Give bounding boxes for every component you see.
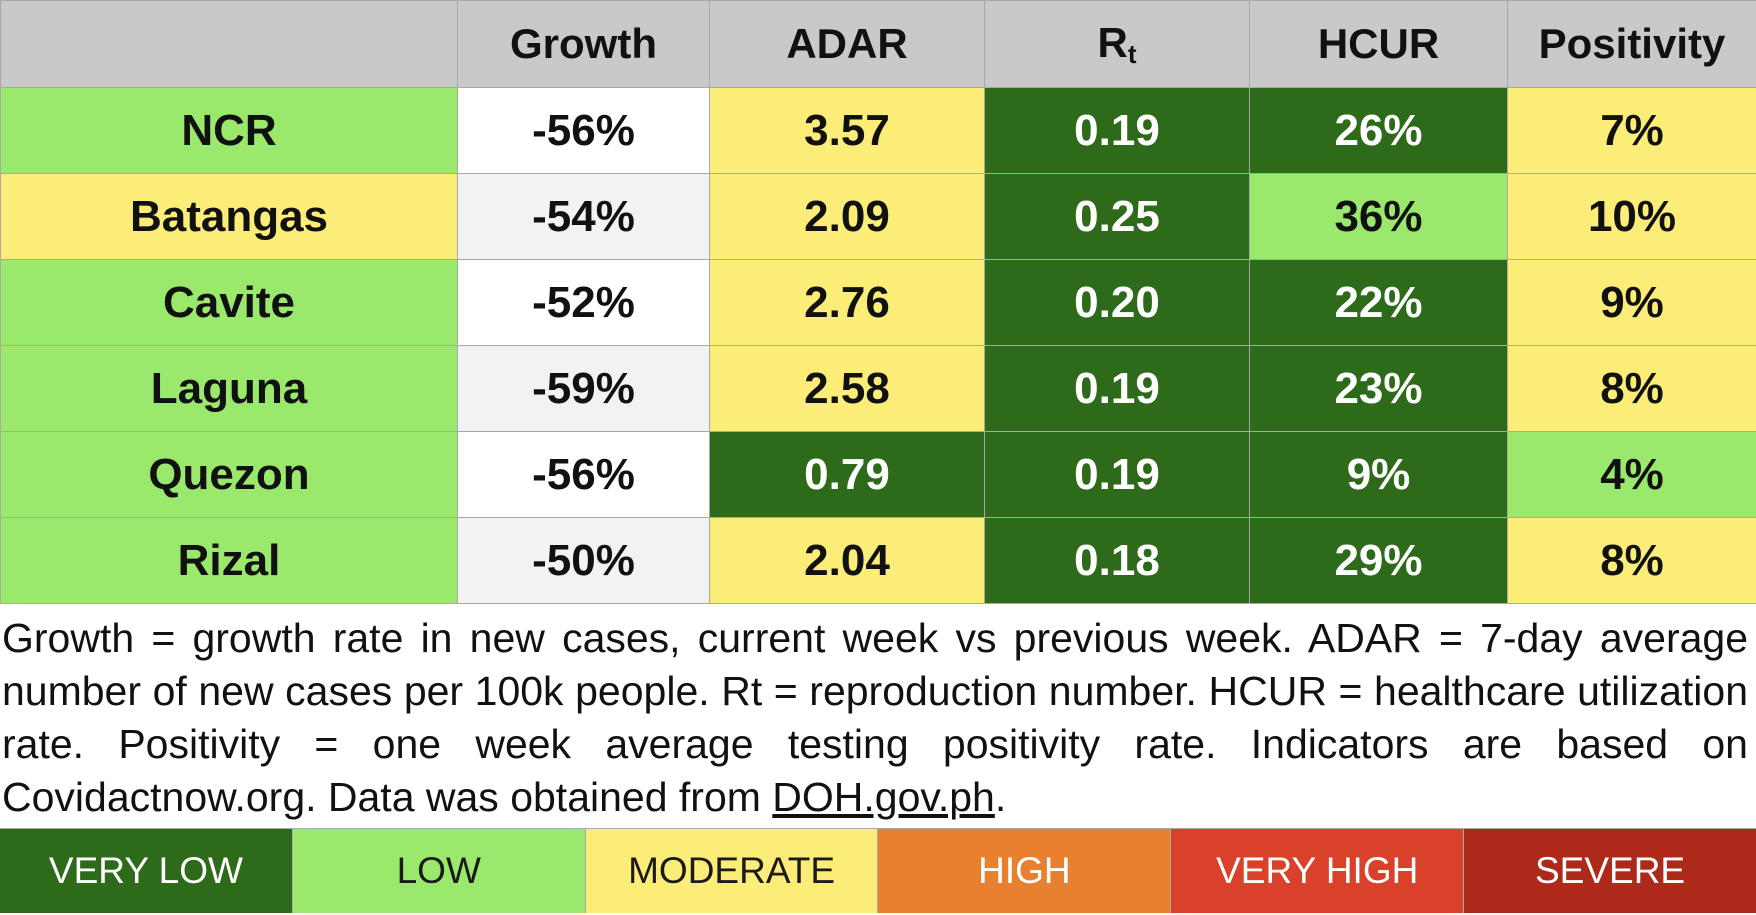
cell-growth: -52% bbox=[457, 259, 710, 346]
header-adar: ADAR bbox=[709, 0, 985, 88]
cell-hcur: 36% bbox=[1249, 173, 1508, 260]
cell-adar: 2.76 bbox=[709, 259, 985, 346]
cell-adar: 3.57 bbox=[709, 87, 985, 174]
cell-province: NCR bbox=[0, 87, 458, 174]
legend-very-low: VERY LOW bbox=[0, 829, 293, 913]
table-row: Rizal -50% 2.04 0.18 29% 8% bbox=[0, 517, 1756, 604]
legend-low: LOW bbox=[292, 829, 586, 913]
source-link[interactable]: DOH.gov.ph bbox=[772, 774, 995, 820]
cell-positivity: 9% bbox=[1507, 259, 1756, 346]
cell-hcur: 9% bbox=[1249, 431, 1508, 518]
table-row: Cavite -52% 2.76 0.20 22% 9% bbox=[0, 259, 1756, 346]
cell-province: Laguna bbox=[0, 345, 458, 432]
legend-moderate: MODERATE bbox=[585, 829, 879, 913]
cell-rt: 0.20 bbox=[984, 259, 1250, 346]
cell-hcur: 23% bbox=[1249, 345, 1508, 432]
cell-positivity: 8% bbox=[1507, 517, 1756, 604]
legend-high: HIGH bbox=[878, 829, 1172, 913]
header-rt: Rt bbox=[984, 0, 1250, 88]
table-row: Batangas -54% 2.09 0.25 36% 10% bbox=[0, 173, 1756, 260]
cell-adar: 0.79 bbox=[709, 431, 985, 518]
cell-rt: 0.19 bbox=[984, 87, 1250, 174]
cell-hcur: 26% bbox=[1249, 87, 1508, 174]
cell-positivity: 7% bbox=[1507, 87, 1756, 174]
cell-province: Batangas bbox=[0, 173, 458, 260]
footnote-definitions: Growth = growth rate in new cases, curre… bbox=[2, 612, 1748, 824]
cell-hcur: 22% bbox=[1249, 259, 1508, 346]
cell-rt: 0.19 bbox=[984, 345, 1250, 432]
cell-positivity: 10% bbox=[1507, 173, 1756, 260]
table-body: NCR -56% 3.57 0.19 26% 7% Batangas -54% … bbox=[0, 87, 1756, 604]
header-positivity: Positivity bbox=[1507, 0, 1756, 88]
cell-hcur: 29% bbox=[1249, 517, 1508, 604]
cell-positivity: 4% bbox=[1507, 431, 1756, 518]
footnote-text: Growth = growth rate in new cases, curre… bbox=[2, 615, 1748, 820]
legend-severe: SEVERE bbox=[1464, 829, 1756, 913]
cell-adar: 2.09 bbox=[709, 173, 985, 260]
legend-very-high: VERY HIGH bbox=[1171, 829, 1465, 913]
cell-growth: -56% bbox=[457, 431, 710, 518]
cell-rt: 0.25 bbox=[984, 173, 1250, 260]
cell-growth: -56% bbox=[457, 87, 710, 174]
table-row: NCR -56% 3.57 0.19 26% 7% bbox=[0, 87, 1756, 174]
cell-rt: 0.18 bbox=[984, 517, 1250, 604]
header-rt-subscript: t bbox=[1127, 38, 1137, 69]
footnote-end: . bbox=[994, 774, 1007, 820]
cell-province: Quezon bbox=[0, 431, 458, 518]
cell-adar: 2.04 bbox=[709, 517, 985, 604]
header-rt-base: R bbox=[1097, 18, 1128, 66]
header-row: Growth ADAR Rt HCUR Positivity bbox=[0, 0, 1756, 88]
cell-growth: -54% bbox=[457, 173, 710, 260]
cell-growth: -50% bbox=[457, 517, 710, 604]
table-row: Laguna -59% 2.58 0.19 23% 8% bbox=[0, 345, 1756, 432]
header-province bbox=[0, 0, 458, 88]
risk-legend: VERY LOW LOW MODERATE HIGH VERY HIGH SEV… bbox=[0, 828, 1756, 913]
cell-positivity: 8% bbox=[1507, 345, 1756, 432]
cell-adar: 2.58 bbox=[709, 345, 985, 432]
cell-rt: 0.19 bbox=[984, 431, 1250, 518]
table-row: Quezon -56% 0.79 0.19 9% 4% bbox=[0, 431, 1756, 518]
indicators-table: Growth ADAR Rt HCUR Positivity NCR -56% … bbox=[0, 0, 1756, 604]
cell-province: Cavite bbox=[0, 259, 458, 346]
cell-province: Rizal bbox=[0, 517, 458, 604]
header-growth: Growth bbox=[457, 0, 710, 88]
header-hcur: HCUR bbox=[1249, 0, 1508, 88]
cell-growth: -59% bbox=[457, 345, 710, 432]
